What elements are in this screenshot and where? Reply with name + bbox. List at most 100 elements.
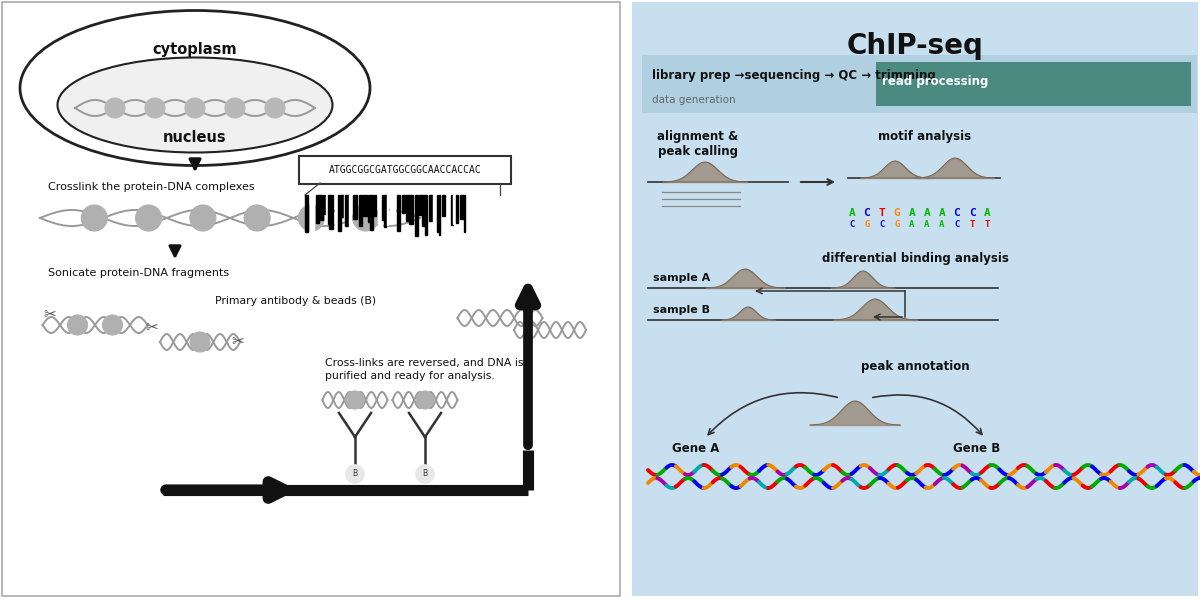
Text: A: A: [940, 220, 944, 229]
Bar: [341, 195, 344, 217]
Ellipse shape: [58, 58, 332, 152]
FancyBboxPatch shape: [2, 2, 620, 596]
Bar: [374, 195, 376, 216]
Circle shape: [185, 98, 205, 118]
Bar: [346, 195, 349, 226]
Circle shape: [67, 315, 88, 335]
Bar: [451, 195, 454, 225]
Bar: [335, 195, 337, 228]
Bar: [425, 195, 427, 235]
Bar: [316, 195, 319, 223]
Text: alignment &
peak calling: alignment & peak calling: [658, 130, 739, 158]
Bar: [446, 195, 450, 231]
Circle shape: [416, 391, 434, 409]
Circle shape: [346, 465, 364, 483]
Circle shape: [106, 98, 125, 118]
Text: nucleus: nucleus: [163, 130, 227, 145]
FancyBboxPatch shape: [642, 55, 1198, 113]
Text: peak annotation: peak annotation: [860, 360, 970, 373]
Text: A: A: [848, 208, 856, 218]
Text: read processing: read processing: [882, 76, 989, 88]
Bar: [433, 195, 436, 225]
Bar: [382, 195, 384, 220]
Text: data generation: data generation: [652, 95, 736, 105]
Text: G: G: [894, 208, 900, 218]
Bar: [409, 195, 413, 224]
Text: ChIP-seq: ChIP-seq: [846, 32, 984, 60]
Bar: [310, 195, 314, 233]
Text: B: B: [353, 469, 358, 479]
Text: library prep →sequencing → QC → trimming: library prep →sequencing → QC → trimming: [652, 70, 936, 82]
FancyBboxPatch shape: [299, 156, 511, 184]
Bar: [378, 195, 382, 226]
Bar: [419, 195, 422, 215]
Circle shape: [244, 205, 270, 231]
Text: A: A: [984, 208, 990, 218]
Text: differential binding analysis: differential binding analysis: [822, 252, 1008, 265]
Text: G: G: [864, 220, 870, 229]
Text: C: C: [954, 208, 960, 218]
Text: ✂: ✂: [43, 307, 56, 323]
Circle shape: [416, 465, 434, 483]
Text: Sonicate protein-DNA fragments: Sonicate protein-DNA fragments: [48, 268, 229, 278]
Bar: [442, 195, 445, 216]
Text: sample A: sample A: [653, 273, 710, 283]
Text: Gene B: Gene B: [953, 442, 1000, 455]
Text: cytoplasm: cytoplasm: [152, 42, 238, 57]
Text: A: A: [938, 208, 946, 218]
Bar: [370, 195, 373, 230]
Text: Primary antibody & beads (B): Primary antibody & beads (B): [215, 296, 376, 306]
Text: C: C: [864, 208, 870, 218]
Text: Crosslink the protein-DNA complexes: Crosslink the protein-DNA complexes: [48, 182, 254, 192]
Text: T: T: [878, 208, 886, 218]
Bar: [402, 195, 406, 213]
Bar: [406, 195, 409, 221]
Bar: [460, 195, 464, 219]
Text: T: T: [970, 220, 974, 229]
Circle shape: [145, 98, 166, 118]
Bar: [391, 195, 395, 213]
Text: Gene A: Gene A: [672, 442, 719, 455]
Text: C: C: [954, 220, 960, 229]
Bar: [319, 195, 323, 220]
FancyBboxPatch shape: [632, 2, 1198, 596]
Bar: [305, 195, 308, 232]
Circle shape: [102, 315, 122, 335]
Circle shape: [353, 205, 379, 231]
Bar: [368, 195, 370, 222]
Circle shape: [346, 391, 364, 409]
Text: C: C: [880, 220, 884, 229]
Bar: [397, 195, 400, 231]
Bar: [454, 195, 455, 224]
Text: B: B: [422, 469, 427, 479]
Text: A: A: [924, 220, 930, 229]
Bar: [384, 195, 386, 227]
Bar: [422, 195, 425, 226]
Bar: [326, 195, 328, 214]
Circle shape: [82, 205, 107, 231]
Text: A: A: [910, 220, 914, 229]
Text: T: T: [984, 220, 990, 229]
Bar: [329, 195, 334, 229]
Bar: [364, 195, 367, 216]
Text: sample B: sample B: [653, 305, 710, 315]
Text: ATGGCGGCGATGGCGGCAACCACCAC: ATGGCGGCGATGGCGGCAACCACCAC: [329, 165, 481, 175]
Text: G: G: [894, 220, 900, 229]
FancyBboxPatch shape: [876, 62, 1190, 106]
Circle shape: [136, 205, 162, 231]
Text: A: A: [924, 208, 930, 218]
Ellipse shape: [20, 10, 370, 166]
Circle shape: [190, 205, 216, 231]
Circle shape: [190, 332, 210, 352]
Bar: [415, 195, 418, 236]
Circle shape: [226, 98, 245, 118]
Text: ✂: ✂: [145, 320, 158, 335]
Text: ✂: ✂: [232, 335, 245, 349]
Bar: [353, 195, 358, 219]
Circle shape: [299, 205, 324, 231]
Text: A: A: [908, 208, 916, 218]
Text: C: C: [968, 208, 976, 218]
Bar: [456, 195, 458, 223]
Bar: [338, 195, 341, 231]
Text: C: C: [850, 220, 854, 229]
